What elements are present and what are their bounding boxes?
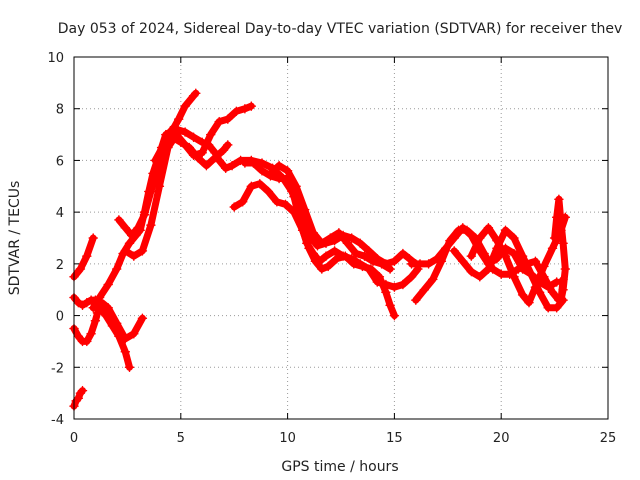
series-markers-arc-10 [240, 158, 423, 292]
x-tick-label: 15 [386, 431, 403, 446]
y-axis-label: SDTVAR / TECUs [7, 181, 23, 296]
y-tick-label: -4 [51, 413, 64, 428]
y-tick-label: 2 [56, 258, 64, 273]
chart-title: Day 053 of 2024, Sidereal Day-to-day VTE… [58, 21, 622, 37]
x-tick-label: 20 [493, 431, 510, 446]
series-band-arc-8 [151, 133, 232, 170]
series-markers-arc-14 [449, 225, 568, 313]
y-tick-label: -2 [51, 361, 64, 376]
series-markers-arc-8 [150, 132, 233, 171]
series-band-arc-7 [121, 102, 255, 260]
series-markers-arc-1 [69, 385, 88, 411]
y-tick-label: 6 [56, 154, 64, 169]
y-tick-label: 10 [47, 51, 64, 66]
y-tick-label: 0 [56, 310, 64, 325]
x-tick-label: 5 [177, 431, 185, 446]
series-markers-arc-7 [120, 101, 257, 261]
y-tick-label: 4 [56, 206, 64, 221]
x-axis-label: GPS time / hours [281, 459, 398, 475]
series-markers-arc-11 [265, 160, 395, 274]
series-band-arc-14 [450, 226, 567, 312]
data-series [69, 88, 571, 411]
x-tick-label: 0 [70, 431, 78, 446]
x-tick-label: 10 [279, 431, 296, 446]
series-band-arc-4 [70, 234, 97, 281]
series-markers-arc-16 [549, 194, 571, 305]
y-tick-label: 8 [56, 103, 64, 118]
x-tick-label: 25 [600, 431, 617, 446]
plot-frame [73, 56, 609, 420]
